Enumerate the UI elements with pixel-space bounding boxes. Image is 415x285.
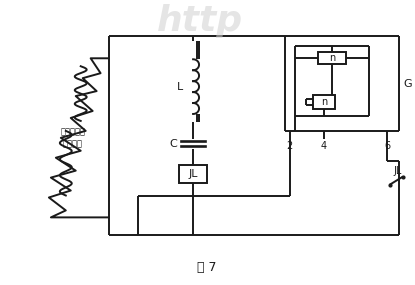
Text: L: L	[177, 82, 183, 91]
Text: n: n	[329, 53, 335, 63]
Text: 图 7: 图 7	[197, 260, 217, 274]
Text: 4: 4	[321, 141, 327, 151]
Text: 6: 6	[384, 141, 390, 151]
Text: JL: JL	[188, 169, 198, 179]
Text: 互感器开口
三角绕组: 互感器开口 三角绕组	[60, 127, 85, 148]
Text: G: G	[403, 79, 412, 89]
Bar	[179, 165, 207, 183]
Bar	[313, 95, 335, 109]
Text: 2: 2	[286, 141, 293, 151]
Text: n: n	[321, 97, 327, 107]
Text: C: C	[169, 139, 177, 149]
Text: JL: JL	[394, 166, 402, 176]
Text: http: http	[157, 5, 243, 38]
Bar	[318, 52, 346, 64]
